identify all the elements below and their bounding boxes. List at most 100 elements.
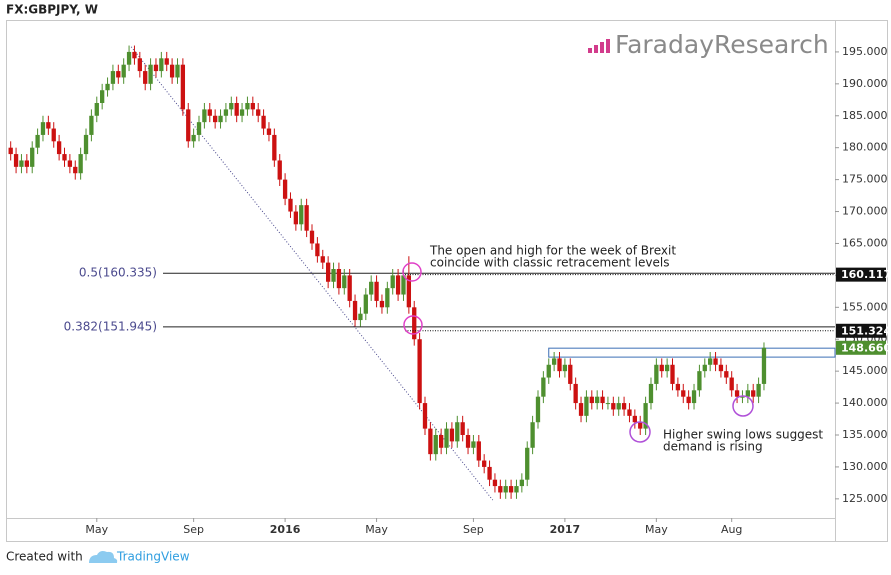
candle-body xyxy=(616,403,621,410)
candle-body xyxy=(169,64,175,78)
annotation: Higher swing lows suggest xyxy=(663,428,823,442)
candle-body xyxy=(358,313,363,321)
candle-body xyxy=(621,403,627,410)
x-tick-label: May xyxy=(85,523,108,536)
footer-brand[interactable]: TradingView xyxy=(116,550,190,564)
candle-body xyxy=(708,358,713,365)
candle-body xyxy=(638,422,643,429)
candle-body xyxy=(546,364,551,378)
candle-body xyxy=(589,396,594,404)
candle-body xyxy=(175,64,180,78)
candle-body xyxy=(191,134,196,142)
price-marker xyxy=(836,340,886,355)
candle-body xyxy=(471,441,476,448)
y-tick-label: 165.000 xyxy=(842,236,888,249)
y-tick-label: 190.000 xyxy=(842,77,888,90)
candle-body xyxy=(180,64,186,110)
candle-body xyxy=(347,275,352,301)
y-tick-label: 140.000 xyxy=(842,396,888,409)
candle-body xyxy=(675,383,681,391)
candle-body xyxy=(605,403,611,405)
y-tick-label: 125.000 xyxy=(842,492,888,505)
candle-body xyxy=(35,134,40,148)
candle-body xyxy=(476,441,481,461)
plot: 0.5(160.335) 0.382(151.945) xyxy=(8,45,836,501)
candle-body xyxy=(288,198,293,212)
candle-body xyxy=(153,64,159,72)
x-tick-label: 2017 xyxy=(550,523,581,536)
candle-body xyxy=(121,64,126,78)
candle-body xyxy=(336,269,342,289)
candle-body xyxy=(282,179,288,199)
candle-body xyxy=(438,435,444,448)
candle-body xyxy=(126,51,132,65)
y-tick-label: 195.000 xyxy=(842,45,888,58)
candle-body xyxy=(24,160,29,167)
candle-body xyxy=(202,109,207,123)
candle-body xyxy=(444,428,449,448)
candle-body xyxy=(94,103,99,116)
price-marker xyxy=(836,267,886,282)
candle-body xyxy=(455,422,460,442)
candle-body xyxy=(315,243,320,257)
y-tick-label: 135.000 xyxy=(842,428,888,441)
candle-body xyxy=(492,479,498,487)
candle-body xyxy=(239,109,245,116)
candle-body xyxy=(110,71,116,84)
candle-body xyxy=(745,390,750,397)
candle-body xyxy=(277,160,282,180)
candle-body xyxy=(659,364,664,372)
price-marker-label: 160.117 xyxy=(841,268,891,281)
candle-body xyxy=(196,122,202,135)
candle-body xyxy=(412,307,417,340)
candle-body xyxy=(433,435,438,455)
candle-body xyxy=(148,64,153,84)
candle-body xyxy=(105,83,110,91)
candle-body xyxy=(406,275,412,308)
candle-body xyxy=(186,109,191,142)
x-tick-label: May xyxy=(365,523,388,536)
candle-body xyxy=(627,409,632,416)
candle-body xyxy=(428,428,433,455)
candle-body xyxy=(132,51,137,59)
candle-body xyxy=(525,447,530,480)
candle-body xyxy=(734,390,740,397)
candle-body xyxy=(379,300,385,308)
candle-body xyxy=(369,281,374,295)
candle-body xyxy=(530,422,535,448)
candle-body xyxy=(256,109,261,116)
candle-body xyxy=(573,383,578,404)
tradingview-logo xyxy=(89,551,118,563)
candle-body xyxy=(293,211,299,225)
candle-body xyxy=(751,390,756,397)
candle-body xyxy=(13,154,19,167)
candle-body xyxy=(562,364,568,372)
annotation: demand is rising xyxy=(663,440,763,454)
x-tick-label: Sep xyxy=(463,523,484,536)
candle-body xyxy=(385,288,390,308)
candle-body xyxy=(272,134,277,161)
candle-body xyxy=(761,347,767,384)
candle-body xyxy=(600,396,605,404)
candle-body xyxy=(223,109,229,116)
candle-body xyxy=(40,122,46,135)
candle-body xyxy=(487,466,492,480)
candle-body xyxy=(159,58,164,72)
candle-body xyxy=(584,396,589,416)
candle-body xyxy=(729,377,734,391)
candle-body xyxy=(78,154,83,174)
candle-body xyxy=(342,275,347,289)
candle-body xyxy=(213,115,218,123)
y-tick-label: 130.000 xyxy=(842,460,888,473)
candle-body xyxy=(756,383,761,397)
candle-body xyxy=(62,154,67,161)
candle-body xyxy=(299,205,304,225)
candle-body xyxy=(245,103,250,110)
candle-body xyxy=(557,358,562,372)
chart-frame xyxy=(6,20,888,542)
watermark: FaradayResearch xyxy=(615,30,829,59)
y-tick-label: 145.000 xyxy=(842,364,888,377)
candle-body xyxy=(648,383,654,404)
